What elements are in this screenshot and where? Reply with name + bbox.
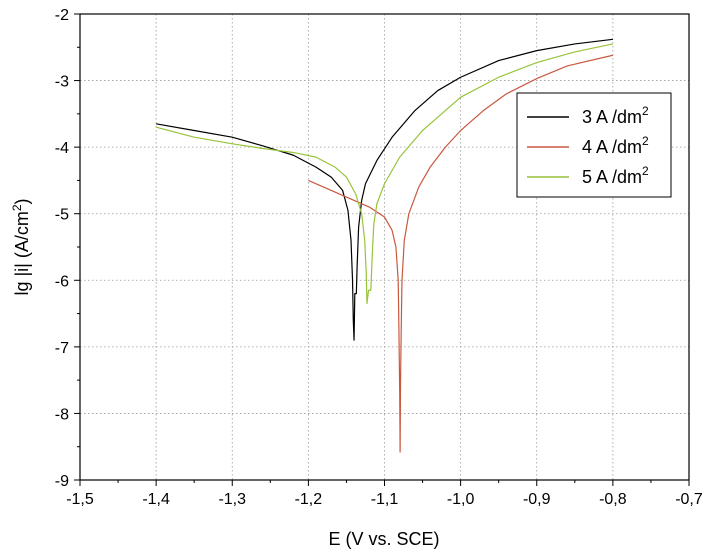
y-tick-label: -5 [55, 207, 69, 224]
y-tick-label: -8 [55, 406, 69, 423]
x-tick-label: -1,5 [66, 491, 94, 508]
y-axis-label: lg |i| (A/cm2) [10, 198, 32, 295]
x-tick-label: -1,0 [447, 491, 475, 508]
y-tick-label: -7 [55, 340, 69, 357]
x-tick-label: -1,2 [295, 491, 323, 508]
legend-label-2: 4 A /dm2 [582, 134, 649, 157]
y-tick-label: -6 [55, 273, 69, 290]
x-tick-label: -1,4 [142, 491, 170, 508]
y-tick-label: -2 [55, 7, 69, 24]
legend-box [516, 92, 672, 198]
series-line-3 [155, 43, 613, 305]
series-group [155, 38, 614, 453]
y-tick-label: -9 [55, 473, 69, 490]
series-line-1 [156, 38, 613, 341]
legend-label-3: 5 A /dm2 [582, 164, 649, 187]
x-axis-label: E (V vs. SCE) [328, 529, 439, 549]
x-tick-label: -1,1 [371, 491, 399, 508]
x-tick-label: -0,9 [523, 491, 551, 508]
x-tick-label: -0,7 [675, 491, 703, 508]
x-tick-label: -1,3 [218, 491, 246, 508]
x-tick-label: -0,8 [599, 491, 627, 508]
axis-ticks: -1,5 -1,4 -1,3 -1,2 -1,1 -1,0 -0,9 -0,8 -0,7 -9 -8… [55, 7, 703, 508]
legend: 3 A /dm2 4 A /dm2 5 A /dm2 [516, 92, 672, 198]
grid [80, 14, 689, 480]
y-tick-label: -3 [55, 74, 69, 91]
legend-label-1: 3 A /dm2 [582, 104, 649, 127]
y-tick-label: -4 [55, 140, 69, 157]
series-line-2 [308, 54, 614, 453]
